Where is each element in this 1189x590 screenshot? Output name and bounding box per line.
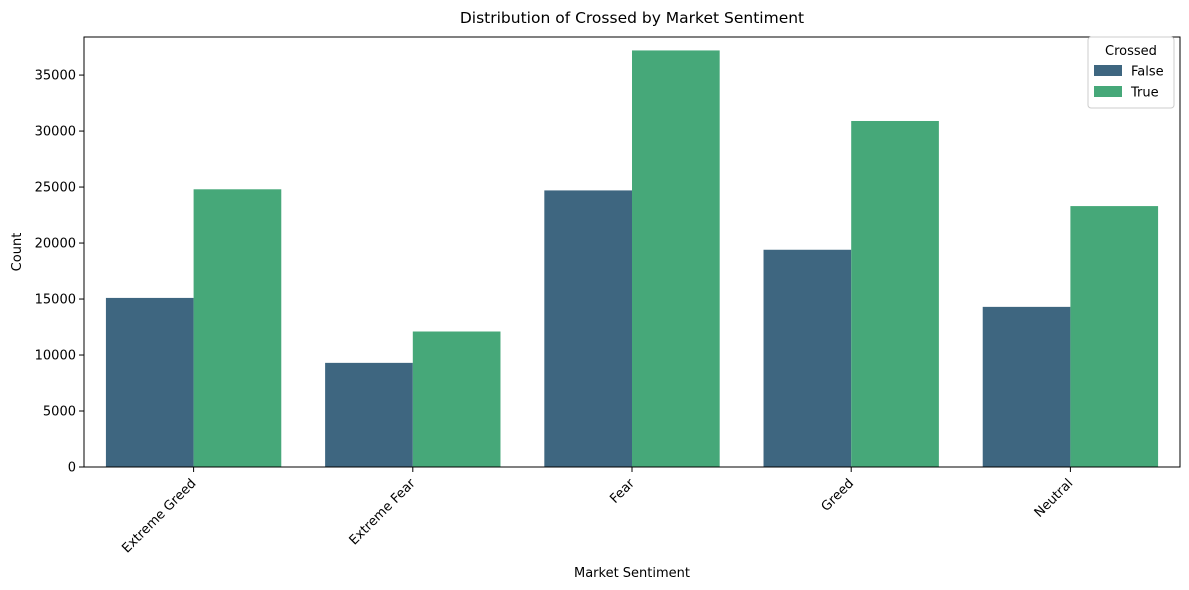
- x-tick-label: Extreme Greed: [119, 476, 199, 556]
- legend: Crossed False True: [1087, 36, 1175, 109]
- y-axis: 0 5000 10000 15000 20000 25000 30000 35000: [35, 69, 84, 476]
- bar-true-extreme-greed: [193, 189, 282, 467]
- y-tick-label: 5000: [43, 405, 76, 420]
- y-tick-label: 0: [68, 461, 76, 476]
- legend-title: Crossed: [1105, 44, 1157, 59]
- x-tick-label: Greed: [819, 476, 857, 514]
- y-tick-label: 20000: [35, 237, 76, 252]
- bar-false-extreme-greed: [105, 297, 194, 467]
- x-tick-label: Extreme Fear: [347, 476, 420, 549]
- y-tick-label: 15000: [35, 293, 76, 308]
- bar-true-extreme-fear: [412, 331, 501, 467]
- x-tick-label: Neutral: [1032, 476, 1077, 521]
- y-tick-label: 25000: [35, 181, 76, 196]
- bar-false-neutral: [982, 306, 1071, 467]
- x-axis-label: Market Sentiment: [574, 566, 690, 581]
- legend-label-false: False: [1131, 65, 1164, 80]
- bar-false-greed: [763, 249, 852, 467]
- legend-label-true: True: [1130, 86, 1159, 101]
- bar-false-fear: [544, 190, 632, 468]
- plot-frame: [83, 36, 1181, 468]
- bar-true-fear: [632, 50, 720, 467]
- bar-true-greed: [851, 120, 939, 467]
- legend-swatch-true: [1094, 86, 1122, 97]
- chart-title: Distribution of Crossed by Market Sentim…: [460, 9, 804, 27]
- bars-group: [105, 50, 1159, 468]
- y-tick-label: 30000: [35, 125, 76, 140]
- x-tick-label: Fear: [607, 476, 638, 507]
- bar-false-extreme-fear: [325, 362, 413, 467]
- legend-swatch-false: [1094, 65, 1122, 76]
- y-axis-label: Count: [10, 233, 25, 272]
- y-tick-label: 10000: [35, 349, 76, 364]
- bar-true-neutral: [1070, 206, 1159, 467]
- x-axis: Extreme Greed Extreme Fear Fear Greed Neutra…: [119, 467, 1076, 556]
- y-tick-label: 35000: [35, 69, 76, 84]
